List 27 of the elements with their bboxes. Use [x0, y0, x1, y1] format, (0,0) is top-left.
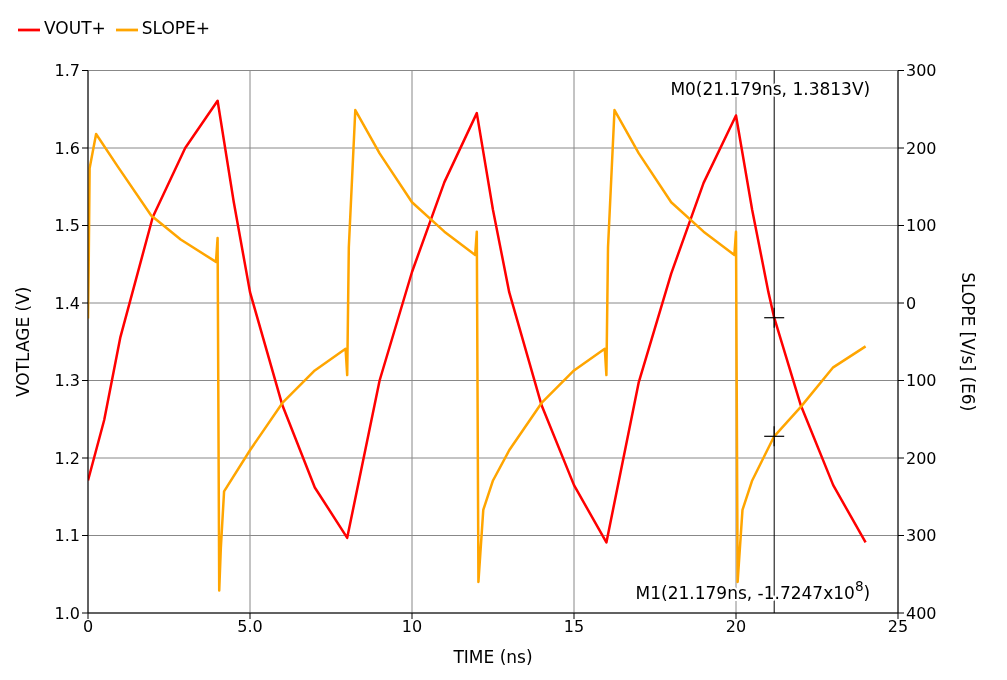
- y-tick-label: 1.6: [54, 138, 80, 158]
- y2-tick-label: 200: [906, 448, 937, 468]
- y2-tick-label: 400: [906, 603, 937, 623]
- x-tick-label: 0: [82, 617, 94, 637]
- y2-tick-label: 300: [906, 61, 937, 81]
- y2-tick-label: 0: [906, 293, 917, 313]
- y-tick-label: 1.0: [54, 603, 80, 623]
- y-tick-label: 1.3: [54, 371, 80, 391]
- legend-label: VOUT+: [44, 18, 106, 38]
- y-tick-label: 1.5: [54, 216, 80, 236]
- y2-axis-title: SLOPE [V/s] (E6): [957, 272, 978, 412]
- y-axis-title: VOTLAGE (V): [13, 286, 34, 397]
- y2-tick-label: 100: [906, 371, 937, 391]
- y-tick-label: 1.1: [54, 526, 80, 546]
- x-tick-label: 10: [401, 617, 423, 637]
- x-axis-title: TIME (ns): [452, 647, 533, 667]
- y-tick-label: 1.2: [54, 448, 80, 468]
- x-tick-label: 20: [725, 617, 747, 637]
- x-tick-label: 15: [563, 617, 585, 637]
- x-tick-label: 5.0: [237, 617, 263, 637]
- x-tick-label: 25: [887, 617, 909, 637]
- y-tick-label: 1.4: [54, 293, 80, 313]
- legend-label: SLOPE+: [141, 18, 211, 38]
- y2-tick-label: 300: [906, 526, 937, 546]
- y2-tick-label: 200: [906, 138, 937, 158]
- y-tick-label: 1.7: [54, 61, 80, 81]
- y2-tick-label: 100: [906, 216, 937, 236]
